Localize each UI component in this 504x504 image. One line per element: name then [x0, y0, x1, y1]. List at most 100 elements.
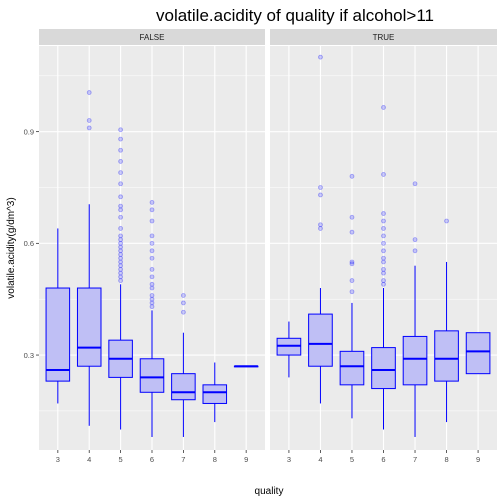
boxplot-quality-7: [402, 181, 428, 437]
x-tick-label: 7: [181, 455, 185, 464]
iqr-box: [202, 384, 228, 404]
outlier-point: [86, 125, 92, 131]
outlier-point: [118, 207, 124, 213]
outlier-point: [118, 233, 124, 239]
outlier-point: [118, 270, 124, 276]
outlier-point: [118, 203, 124, 209]
outlier-point: [412, 248, 418, 254]
outlier-point: [381, 211, 386, 216]
x-tick-label: 9: [476, 455, 480, 464]
outlier-point: [118, 244, 124, 250]
outlier-point: [118, 255, 124, 261]
outlier-point: [149, 255, 155, 261]
iqr-box: [139, 358, 165, 393]
outlier-point: [118, 274, 124, 280]
x-tick-label: 8: [213, 455, 217, 464]
outlier-point: [349, 229, 355, 235]
outlier-point: [349, 259, 355, 265]
outlier-point: [381, 172, 386, 177]
outlier-point: [381, 233, 386, 239]
outlier-point: [118, 127, 124, 133]
outlier-point: [118, 278, 124, 283]
outlier-point: [149, 281, 155, 287]
facet-panel-true: TRUE 3 4 5 6 7 8 9: [270, 29, 497, 464]
outlier-point: [118, 170, 124, 175]
outlier-point: [149, 199, 155, 205]
outlier-point: [349, 173, 355, 179]
outlier-point: [180, 309, 186, 315]
boxplot-quality-9: [465, 332, 491, 375]
facet-strip: [39, 29, 265, 45]
outlier-point: [381, 255, 386, 261]
outlier-point: [118, 147, 124, 153]
outlier-point: [149, 300, 155, 306]
outlier-point: [318, 226, 323, 231]
outlier-point: [149, 296, 155, 302]
y-axis-title: volatile.acidity(g/dm^3): [6, 197, 17, 298]
x-tick-label: 6: [381, 455, 385, 464]
x-tick-label: 4: [318, 455, 322, 464]
facet-strip-label: TRUE: [373, 33, 395, 42]
iqr-box: [465, 332, 491, 375]
iqr-box: [434, 330, 459, 382]
outlier-point: [149, 207, 155, 213]
boxplot-quality-6: [139, 199, 165, 437]
outlier-point: [381, 240, 386, 246]
outlier-point: [318, 185, 323, 190]
outlier-point: [149, 293, 155, 298]
facet-strip: [270, 29, 497, 45]
outlier-point: [118, 263, 124, 269]
outlier-point: [180, 300, 186, 306]
outlier-point: [381, 259, 386, 265]
y-tick-label: 0.3: [24, 351, 34, 360]
outlier-point: [349, 261, 355, 267]
x-tick-label: 8: [444, 455, 448, 464]
outlier-point: [118, 267, 124, 272]
boxplot-quality-4: [76, 90, 102, 426]
outlier-point: [381, 267, 386, 272]
plot-area: 0.3 0.6 0.9 FALSE 3 4 5 6 7 8 9 TRUE 3 4 5 6 7 8 9: [24, 29, 497, 464]
outlier-point: [118, 252, 124, 257]
iqr-box: [402, 335, 428, 386]
iqr-box: [339, 350, 365, 386]
outlier-point: [118, 159, 124, 164]
x-tick-label: 5: [119, 455, 123, 464]
outlier-point: [444, 218, 449, 224]
outlier-point: [149, 233, 155, 239]
iqr-box: [371, 347, 396, 390]
outlier-point: [118, 194, 124, 200]
outlier-point: [149, 304, 155, 310]
outlier-point: [381, 278, 386, 283]
y-tick-label: 0.9: [24, 127, 34, 136]
boxplot-quality-9: [233, 365, 259, 368]
outlier-point: [118, 226, 124, 231]
chart-title: volatile.acidity of quality if alcohol>1…: [156, 6, 434, 25]
outlier-point: [149, 267, 155, 272]
outlier-point: [149, 218, 155, 224]
boxplot-quality-7: [171, 293, 196, 437]
iqr-box: [76, 287, 102, 367]
outlier-point: [118, 181, 124, 187]
boxplot-quality-5: [339, 173, 365, 419]
outlier-point: [381, 270, 386, 276]
outlier-point: [149, 274, 155, 280]
outlier-point: [86, 118, 92, 123]
x-tick-label: 7: [413, 455, 417, 464]
facet-panel-false: FALSE 3 4 5 6 7 8 9: [39, 29, 265, 464]
outlier-point: [118, 259, 124, 265]
boxplot-quality-3: [276, 321, 302, 378]
iqr-box: [308, 313, 333, 367]
x-tick-label: 9: [244, 455, 248, 464]
boxplot-quality-6: [371, 105, 396, 430]
outlier-point: [118, 237, 124, 243]
outlier-point: [412, 181, 418, 187]
outlier-point: [349, 289, 355, 295]
outlier-point: [381, 281, 386, 287]
outlier-point: [349, 278, 355, 283]
outlier-point: [149, 285, 155, 291]
outlier-point: [318, 192, 323, 198]
iqr-box: [45, 287, 71, 382]
outlier-point: [149, 248, 155, 254]
outlier-point: [149, 240, 155, 246]
boxplot-quality-8: [202, 362, 228, 423]
